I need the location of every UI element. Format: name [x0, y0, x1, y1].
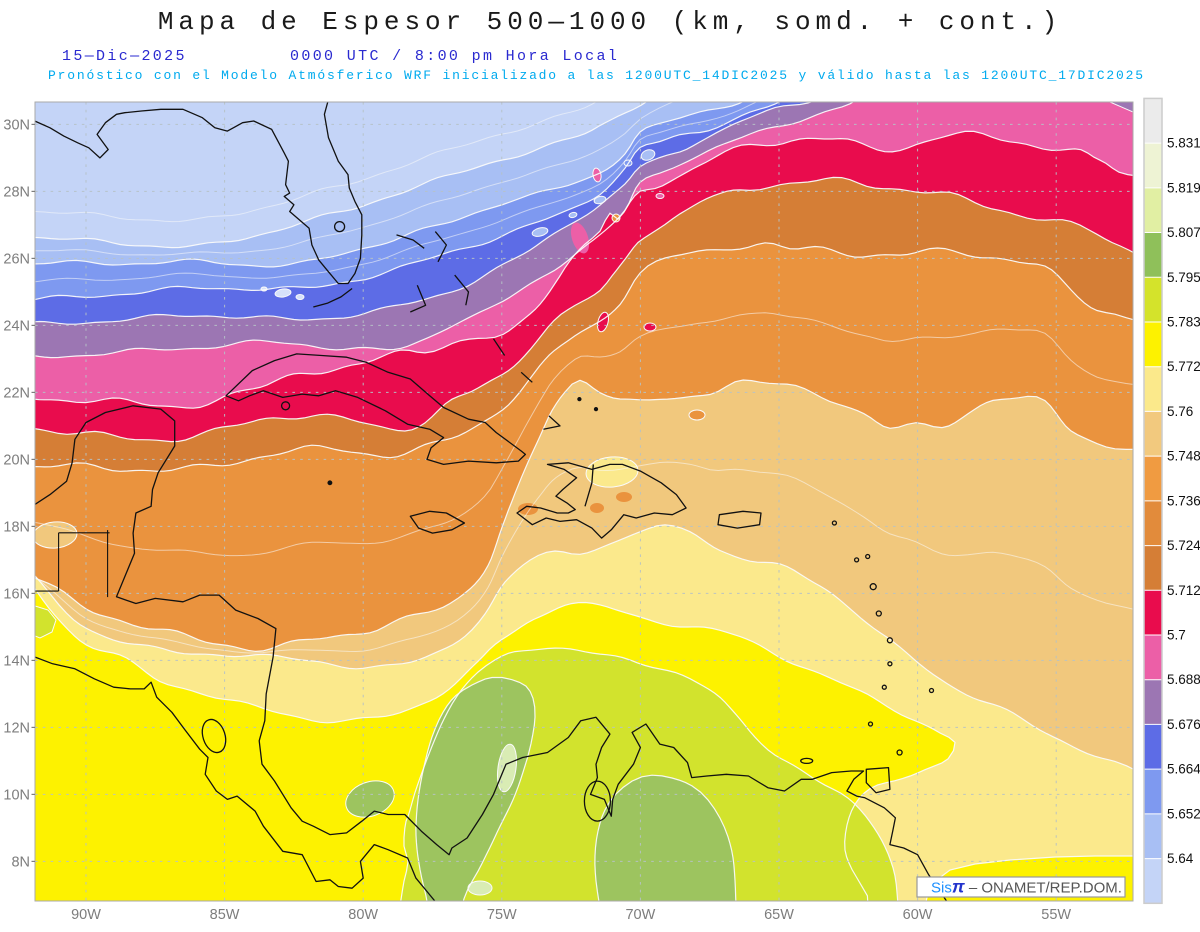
svg-text:5.676: 5.676: [1167, 717, 1200, 732]
svg-text:10N: 10N: [3, 787, 30, 803]
svg-text:0000 UTC / 8:00 pm Hora Local: 0000 UTC / 8:00 pm Hora Local: [290, 48, 619, 65]
svg-text:65W: 65W: [764, 907, 794, 923]
svg-text:55W: 55W: [1041, 907, 1071, 923]
svg-text:5.831: 5.831: [1167, 136, 1200, 151]
svg-text:5.64: 5.64: [1167, 851, 1194, 866]
svg-text:5.783: 5.783: [1167, 314, 1200, 329]
svg-text:5.772: 5.772: [1167, 359, 1200, 374]
svg-text:5.712: 5.712: [1167, 583, 1200, 598]
svg-text:5.76: 5.76: [1167, 404, 1193, 419]
svg-text:5.807: 5.807: [1167, 225, 1200, 240]
svg-text:70W: 70W: [625, 907, 655, 923]
svg-text:18N: 18N: [3, 519, 30, 535]
svg-text:14N: 14N: [3, 653, 30, 669]
svg-text:28N: 28N: [3, 184, 30, 200]
svg-text:5.652: 5.652: [1167, 806, 1200, 821]
svg-text:15—Dic—2025: 15—Dic—2025: [62, 48, 187, 65]
svg-text:5.724: 5.724: [1167, 538, 1200, 553]
svg-text:30N: 30N: [3, 117, 30, 133]
svg-text:5.819: 5.819: [1167, 180, 1200, 195]
svg-text:26N: 26N: [3, 251, 30, 267]
svg-text:60W: 60W: [903, 907, 933, 923]
svg-text:5.736: 5.736: [1167, 493, 1200, 508]
svg-text:5.795: 5.795: [1167, 270, 1200, 285]
svg-text:Pronóstico con el Modelo Atmós: Pronóstico con el Modelo Atmósferico WRF…: [48, 68, 1145, 83]
svg-text:85W: 85W: [210, 907, 240, 923]
svg-text:24N: 24N: [3, 318, 30, 334]
svg-text:5.7: 5.7: [1167, 628, 1186, 643]
svg-text:16N: 16N: [3, 586, 30, 602]
svg-text:75W: 75W: [487, 907, 517, 923]
svg-text:20N: 20N: [3, 452, 30, 468]
svg-text:8N: 8N: [11, 854, 30, 870]
svg-text:Sisπ – ONAMET/REP.DOM.: Sisπ – ONAMET/REP.DOM.: [931, 877, 1122, 897]
svg-text:5.688: 5.688: [1167, 672, 1200, 687]
svg-text:12N: 12N: [3, 720, 30, 736]
svg-text:5.748: 5.748: [1167, 449, 1200, 464]
svg-text:80W: 80W: [348, 907, 378, 923]
svg-text:Mapa de Espesor 500—1000 (km,: Mapa de Espesor 500—1000 (km, somd. + co…: [158, 7, 1062, 37]
svg-text:22N: 22N: [3, 385, 30, 401]
svg-text:90W: 90W: [71, 907, 101, 923]
svg-text:5.664: 5.664: [1167, 762, 1200, 777]
